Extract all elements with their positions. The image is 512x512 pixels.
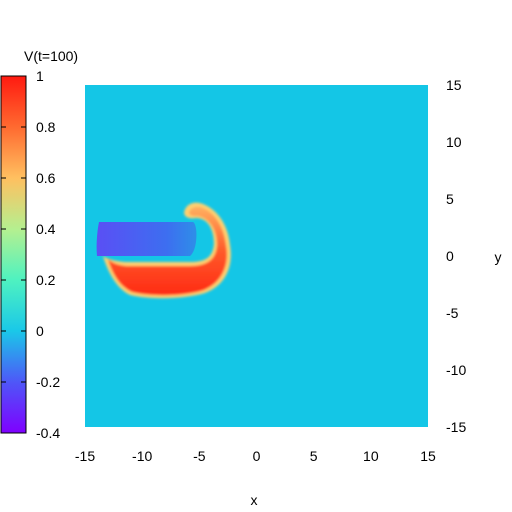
y-tick-label: -5: [446, 305, 459, 321]
y-tick-label: 0: [446, 248, 454, 264]
colorbar-tick-label: 0.2: [36, 272, 56, 288]
y-tick-label: 5: [446, 191, 454, 207]
x-tick-label: 5: [310, 448, 318, 464]
heatmap-field: [85, 85, 428, 427]
y-axis-label: y: [495, 249, 502, 265]
y-tick-label: -10: [446, 362, 466, 378]
x-tick-label: -5: [193, 448, 206, 464]
colorbar-tick-label: -0.4: [36, 425, 60, 441]
colorbar-label: V(t=100): [24, 48, 78, 64]
colorbar-gradient: [1, 76, 26, 433]
colorbar-tick-label: 0: [36, 323, 44, 339]
y-tick-label: 15: [446, 77, 462, 93]
colorbar: V(t=100) 1 0.8 0.6 0.4 0.2 0 -0.2 -0.4: [0, 48, 78, 441]
x-tick-label: 15: [420, 448, 436, 464]
y-tick-label: -15: [446, 419, 466, 435]
colorbar-tick-label: 1: [36, 68, 44, 84]
y-tick-label: 10: [446, 134, 462, 150]
y-axis-ticks: 15 10 5 0 -5 -10 -15: [446, 77, 466, 435]
colorbar-tick-label: 0.8: [36, 119, 56, 135]
x-tick-label: -10: [132, 448, 152, 464]
refractory-tail-region: [96, 222, 197, 256]
colorbar-border: [0, 75, 27, 434]
excited-front-region: [103, 202, 231, 299]
x-axis-label: x: [251, 492, 258, 508]
colorbar-tick-label: -0.2: [36, 374, 60, 390]
colorbar-tick-label: 0.6: [36, 170, 56, 186]
colorbar-ticks: 1 0.8 0.6 0.4 0.2 0 -0.2 -0.4: [1, 68, 60, 441]
x-tick-label: 0: [253, 448, 261, 464]
colorbar-tick-label: 0.4: [36, 221, 56, 237]
x-axis-ticks: -15 -10 -5 0 5 10 15: [75, 448, 436, 464]
x-tick-label: 10: [363, 448, 379, 464]
x-tick-label: -15: [75, 448, 95, 464]
